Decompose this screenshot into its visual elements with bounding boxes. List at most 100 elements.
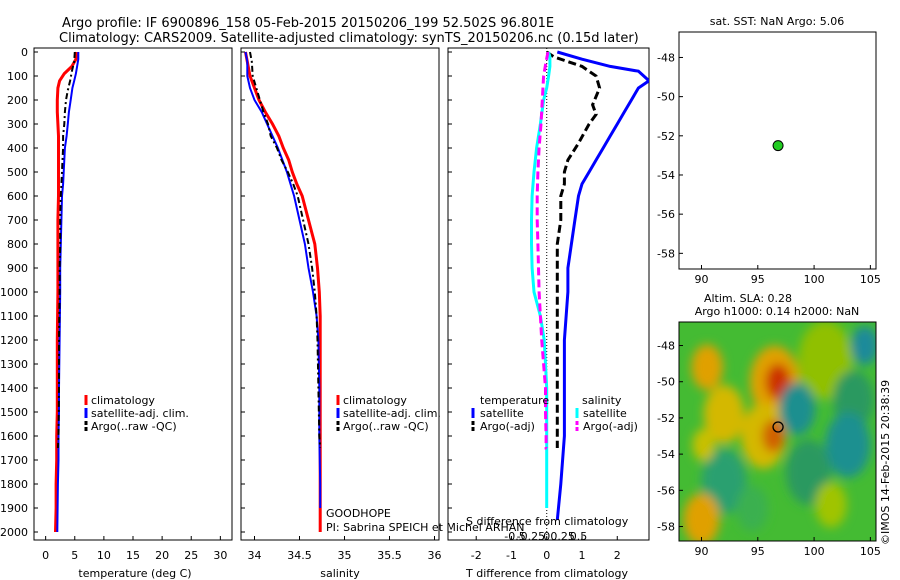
sla-map-title2: Argo h1000: 0.14 h2000: NaN	[695, 305, 860, 318]
sst-map-axes: 90 95 100 105 -48 -50 -52 -54 -56 -58	[657, 51, 881, 286]
depth-tick-label: 1700	[0, 454, 28, 467]
legend-label-argo: Argo(..raw -QC)	[91, 420, 177, 433]
depth-tick-label: 1900	[0, 502, 28, 515]
salinity-panel-frame	[240, 47, 440, 541]
difference-legend: temperature salinity satellite Argo(-adj…	[471, 394, 638, 433]
figure-title-line2: Climatology: CARS2009. Satellite-adjuste…	[59, 31, 639, 46]
temperature-satellite-line	[56, 52, 80, 533]
legend-label-s-argo: Argo(-adj)	[583, 420, 638, 433]
map-x-tick-label: 105	[860, 545, 881, 558]
map-y-tick-label: -52	[657, 412, 675, 425]
salinity-axis-label: salinity	[320, 567, 360, 580]
map-y-tick-label: -48	[657, 340, 675, 353]
x-tick-label: 15	[126, 549, 140, 562]
x-tick-label: 1	[579, 549, 586, 562]
depth-tick-label: 1200	[0, 334, 28, 347]
x-tick-label: 0	[42, 549, 49, 562]
depth-tick-label: 900	[7, 262, 28, 275]
salinity-note-goodhope: GOODHOPE	[326, 507, 391, 520]
x-tick-label: 25	[184, 549, 198, 562]
sal-diff-tick-label: 0	[543, 530, 550, 543]
map-x-tick-label: 95	[751, 273, 765, 286]
map-x-tick-label: 100	[804, 273, 825, 286]
legend-label-climatology: climatology	[343, 394, 407, 407]
sla-anomaly-blob	[736, 485, 768, 532]
map-y-tick-label: -50	[657, 91, 675, 104]
salinity-note-pi: PI: Sabrina SPEICH et Michel ARHAN	[326, 521, 525, 534]
sal-diff-tick-label: 0.5	[570, 530, 588, 543]
sla-anomaly-blob	[762, 419, 785, 453]
map-y-tick-label: -56	[657, 208, 675, 221]
temperature-argo-line	[56, 51, 76, 449]
depth-tick-label: 500	[7, 166, 28, 179]
diff-temperature-argo-line	[545, 50, 602, 448]
depth-tick-label: 1100	[0, 310, 28, 323]
sla-anomaly-blob	[815, 481, 847, 528]
sla-anomaly-blob	[683, 493, 720, 541]
difference-top-label: S difference from climatology	[466, 515, 629, 528]
figure-title-line1: Argo profile: IF 6900896_158 05-Feb-2015…	[62, 16, 554, 31]
depth-tick-label: 2000	[0, 526, 28, 539]
map-y-tick-label: -54	[657, 169, 675, 182]
depth-tick-label: 200	[7, 94, 28, 107]
legend-label-climatology: climatology	[91, 394, 155, 407]
sla-anomaly-blob	[765, 363, 791, 400]
depth-tick-label: 800	[7, 238, 28, 251]
depth-tick-label: 1400	[0, 382, 28, 395]
depth-tick-label: 1800	[0, 478, 28, 491]
x-tick-label: 30	[213, 549, 227, 562]
sla-anomaly-blob	[851, 325, 876, 366]
map-x-tick-label: 95	[751, 545, 765, 558]
depth-tick-label: 0	[21, 46, 28, 59]
temperature-climatology-line	[54, 51, 78, 533]
x-tick-label: 0	[543, 549, 550, 562]
sla-anomaly-blob	[825, 412, 871, 478]
sla-map-axes: 90 95 100 105 -48 -50 -52 -54 -56 -58	[657, 340, 881, 558]
salinity-argo-line	[249, 51, 322, 449]
sla-anomaly-blob	[691, 344, 723, 391]
difference-axis-label: T difference from climatology	[465, 567, 628, 580]
sla-anomaly-blob	[701, 448, 747, 514]
sla-heatmap	[679, 322, 876, 541]
diff-salinity-argo-line	[535, 51, 550, 450]
legend-head-salinity: salinity	[582, 394, 622, 407]
salinity-climatology-line	[244, 51, 322, 532]
map-y-tick-label: -50	[657, 376, 675, 389]
sla-map-frame	[678, 321, 877, 542]
legend-label-t-argo: Argo(-adj)	[480, 420, 535, 433]
map-y-tick-label: -52	[657, 130, 675, 143]
sla-anomaly-blob	[703, 384, 745, 444]
map-y-tick-label: -58	[657, 521, 675, 534]
map-y-tick-label: -54	[657, 448, 675, 461]
x-tick-label: 20	[155, 549, 169, 562]
salinity-difference-scale: -0.5-0.250 0.250.5	[504, 530, 587, 543]
map-y-tick-label: -56	[657, 484, 675, 497]
depth-tick-label: 300	[7, 118, 28, 131]
depth-tick-label: 1300	[0, 358, 28, 371]
map-x-tick-label: 90	[695, 273, 709, 286]
depth-tick-label: 1600	[0, 430, 28, 443]
map-y-tick-label: -58	[657, 247, 675, 260]
sst-map-title: sat. SST: NaN Argo: 5.06	[710, 15, 844, 28]
temperature-axis-label: temperature (deg C)	[78, 567, 191, 580]
x-tick-label: 35	[338, 549, 352, 562]
map-x-tick-label: 105	[860, 273, 881, 286]
legend-head-temperature: temperature	[480, 394, 549, 407]
depth-tick-label: 400	[7, 142, 28, 155]
x-tick-label: 2	[614, 549, 621, 562]
salinity-satellite-line	[244, 51, 322, 508]
sst-map-frame	[678, 31, 877, 270]
depth-tick-label: 600	[7, 190, 28, 203]
map-x-tick-label: 100	[804, 545, 825, 558]
x-tick-label: 34.5	[287, 549, 312, 562]
x-tick-label: -2	[471, 549, 482, 562]
sla-anomaly-blob	[779, 382, 816, 435]
x-tick-label: 10	[97, 549, 111, 562]
imos-timestamp: ©IMOS 14-Feb-2015 20:38:39	[879, 380, 892, 545]
sla-anomaly-blob	[692, 428, 716, 462]
salinity-legend: climatology satellite-adj. clim. Argo(..…	[336, 394, 441, 433]
map-y-tick-label: -48	[657, 51, 675, 64]
argo-position-marker	[772, 140, 784, 152]
legend-label-satellite: satellite-adj. clim.	[343, 407, 441, 420]
